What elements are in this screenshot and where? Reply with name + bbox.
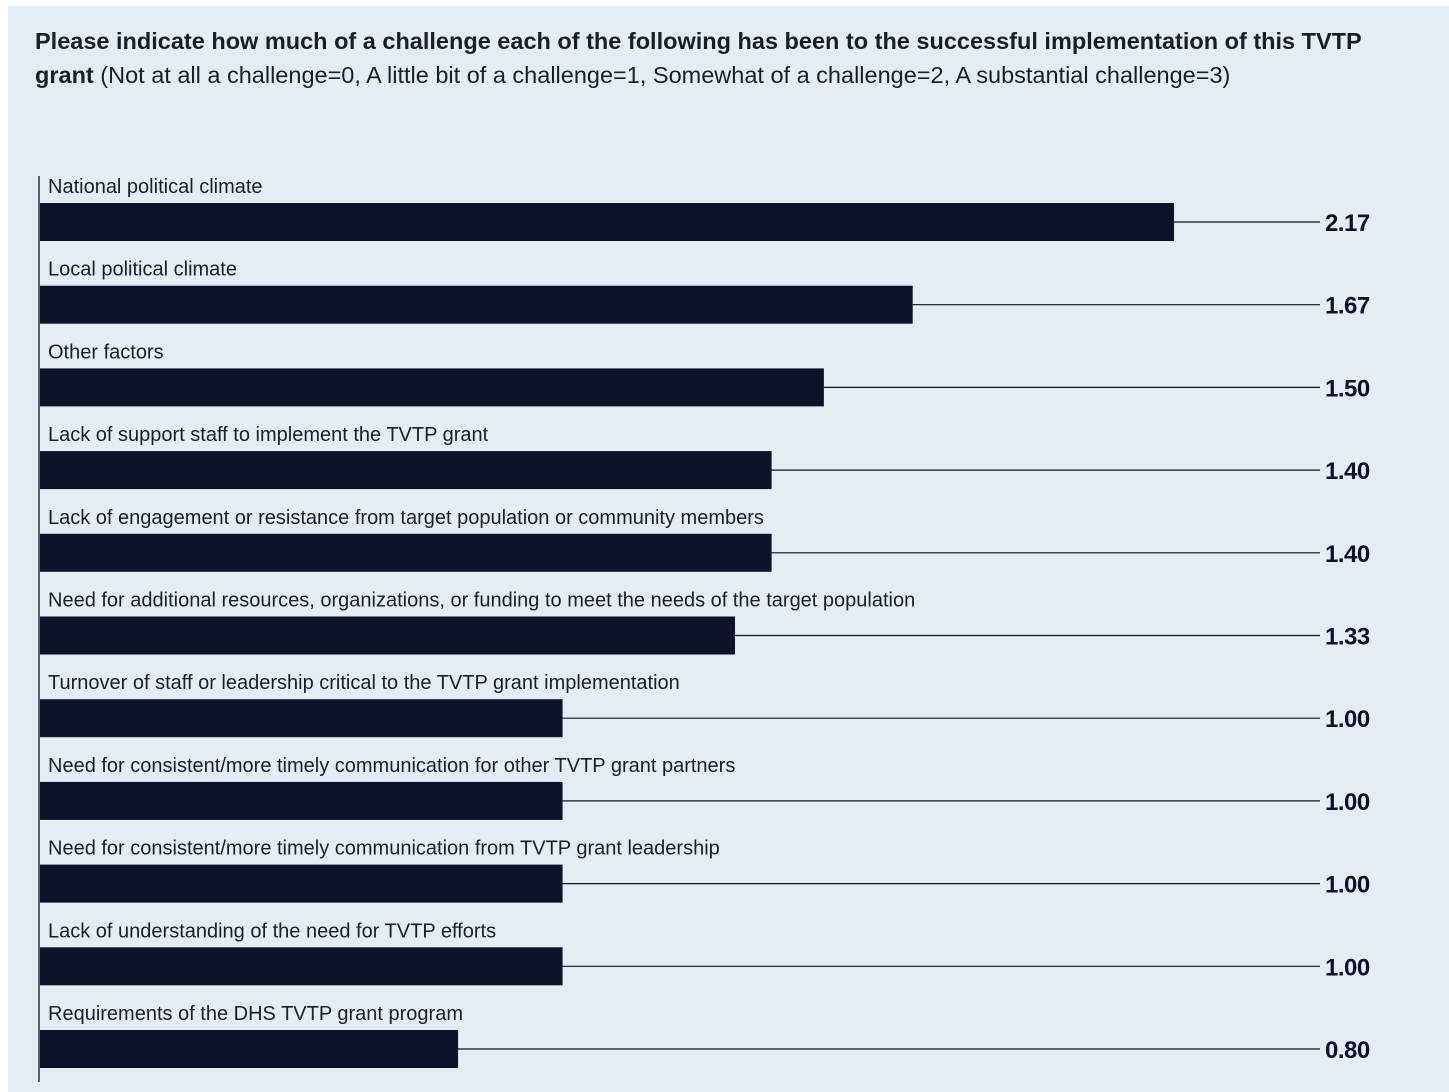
bar [40,864,563,903]
value-label: 1.40 [1325,458,1370,485]
value-label: 1.00 [1325,789,1370,816]
category-label: Other factors [48,341,164,363]
value-label: 0.80 [1325,1037,1370,1064]
bar [40,781,563,820]
bar [40,368,824,407]
category-label: Need for consistent/more timely communic… [48,838,720,860]
category-label: Lack of understanding of the need for TV… [48,920,496,942]
category-label: National political climate [48,176,263,198]
category-label: Need for additional resources, organizat… [48,590,915,612]
value-label: 2.17 [1325,210,1370,237]
value-label: 1.00 [1325,706,1370,733]
value-label: 1.00 [1325,872,1370,899]
bar [40,1030,459,1068]
bar [40,203,1174,241]
bar [40,947,563,986]
category-label: Lack of engagement or resistance from ta… [48,507,764,529]
bar [40,285,913,324]
value-label: 1.33 [1325,624,1370,651]
category-label: Local political climate [48,259,237,281]
category-label: Requirements of the DHS TVTP grant progr… [48,1003,463,1025]
bar [40,699,563,738]
bar [40,616,736,655]
category-label: Need for consistent/more timely communic… [48,755,735,777]
value-label: 1.67 [1325,293,1370,320]
chart-title-bold: Please indicate how much of a challenge … [35,28,1362,88]
bar [40,533,772,572]
chart-title-scale-note: (Not at all a challenge=0, A little bit … [93,62,1231,88]
value-label: 1.00 [1325,954,1370,981]
category-label: Turnover of staff or leadership critical… [48,672,680,694]
chart-title: Please indicate how much of a challenge … [35,24,1375,92]
category-label: Lack of support staff to implement the T… [48,424,489,446]
value-label: 1.40 [1325,541,1370,568]
bar [40,451,772,490]
value-label: 1.50 [1325,375,1370,402]
